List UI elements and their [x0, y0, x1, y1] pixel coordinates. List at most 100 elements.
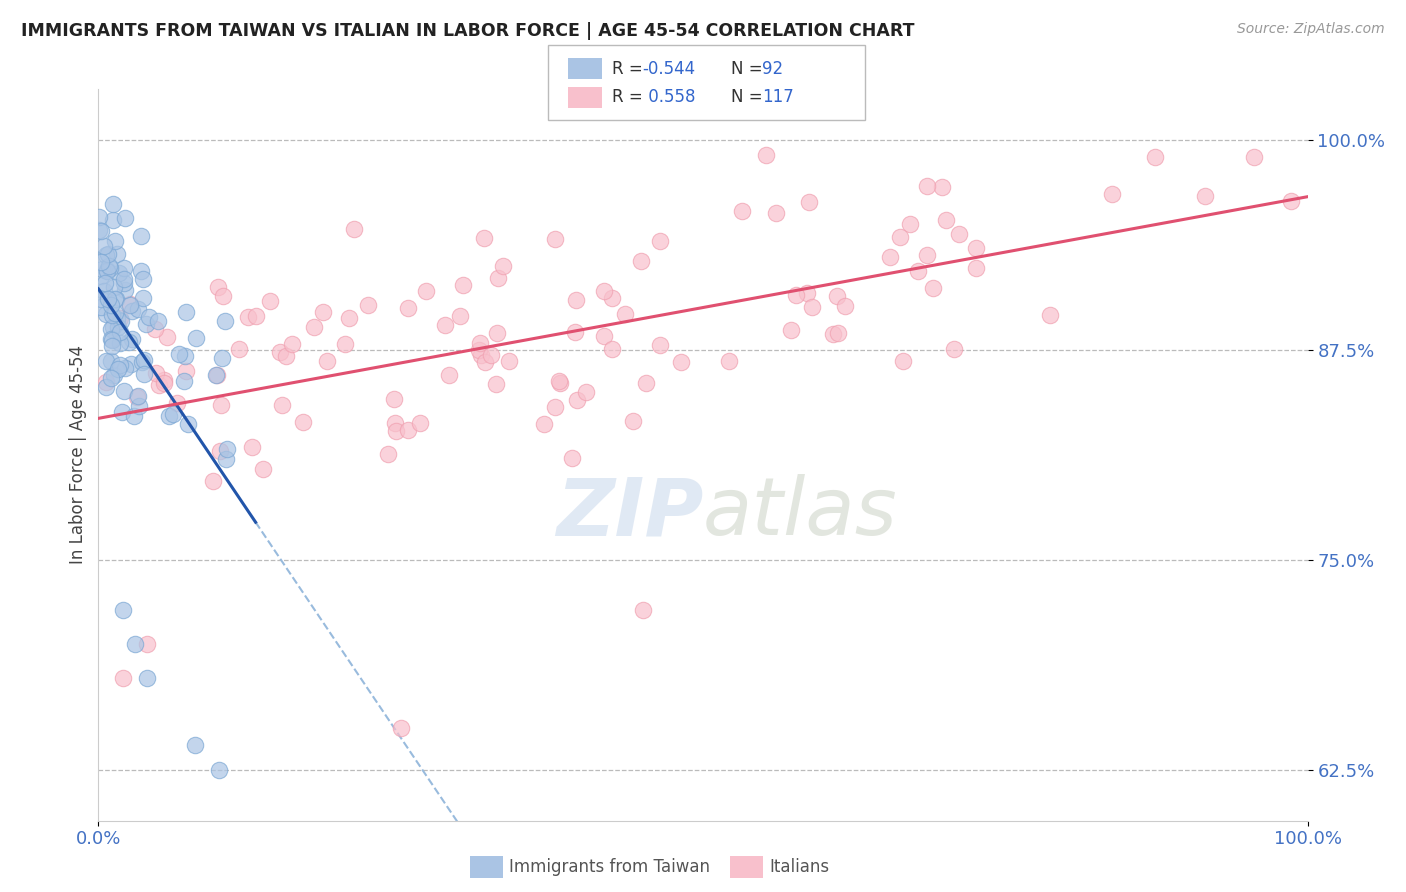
Point: [118, 335, 141, 350]
Point: [122, 409, 145, 424]
Point: [600, 291, 623, 305]
Point: [111, 603, 134, 617]
Point: [561, 451, 583, 466]
Point: [129, 229, 152, 244]
Point: [108, 310, 131, 325]
Point: [214, 451, 236, 466]
Point: [825, 288, 848, 302]
Text: 117: 117: [762, 88, 794, 106]
Text: IMMIGRANTS FROM TAIWAN VS ITALIAN IN LABOR FORCE | AGE 45-54 CORRELATION CHART: IMMIGRANTS FROM TAIWAN VS ITALIAN IN LAB…: [21, 22, 914, 40]
Point: [87, 223, 110, 237]
Point: [396, 423, 419, 437]
Point: [935, 212, 957, 227]
Point: [780, 323, 803, 337]
Point: [240, 440, 263, 454]
Point: [228, 342, 250, 356]
Point: [548, 376, 571, 390]
Point: [103, 368, 125, 383]
Point: [93, 239, 115, 253]
Text: Italians: Italians: [769, 858, 830, 876]
Point: [131, 291, 153, 305]
Point: [879, 250, 901, 264]
Point: [238, 310, 260, 324]
Point: [135, 317, 157, 331]
Point: [485, 377, 508, 392]
Point: [101, 339, 124, 353]
Point: [1243, 150, 1265, 164]
Text: ZIP: ZIP: [555, 475, 703, 552]
Point: [132, 272, 155, 286]
Point: [593, 285, 616, 299]
Point: [564, 293, 586, 307]
Point: [1194, 189, 1216, 203]
Point: [280, 336, 302, 351]
Point: [112, 272, 135, 286]
Point: [434, 318, 457, 332]
Text: R =: R =: [612, 88, 648, 106]
Point: [100, 371, 122, 385]
Point: [382, 392, 405, 406]
Point: [110, 336, 132, 351]
Point: [207, 280, 229, 294]
Point: [384, 424, 406, 438]
Point: [103, 196, 125, 211]
Point: [357, 298, 380, 312]
Point: [827, 326, 849, 340]
Point: [208, 444, 231, 458]
Point: [120, 297, 142, 311]
Point: [215, 442, 238, 456]
Point: [104, 234, 127, 248]
Point: [335, 336, 357, 351]
Point: [127, 390, 149, 404]
Point: [437, 368, 460, 382]
Point: [965, 241, 987, 255]
Y-axis label: In Labor Force | Age 45-54: In Labor Force | Age 45-54: [69, 345, 87, 565]
Point: [291, 415, 314, 429]
Point: [91, 262, 114, 277]
Point: [110, 326, 132, 340]
Point: [97, 292, 120, 306]
Point: [208, 763, 231, 777]
Point: [276, 349, 298, 363]
Point: [889, 230, 911, 244]
Point: [173, 374, 195, 388]
Text: N =: N =: [731, 88, 768, 106]
Point: [931, 180, 953, 194]
Point: [785, 287, 807, 301]
Point: [565, 393, 588, 408]
Point: [114, 211, 136, 225]
Point: [943, 342, 966, 356]
Point: [138, 310, 160, 324]
Point: [498, 354, 520, 368]
Point: [717, 353, 740, 368]
Point: [107, 362, 129, 376]
Point: [96, 354, 118, 368]
Point: [143, 321, 166, 335]
Point: [162, 407, 184, 421]
Point: [600, 342, 623, 356]
Point: [90, 224, 112, 238]
Point: [101, 320, 124, 334]
Point: [252, 462, 274, 476]
Point: [209, 397, 232, 411]
Point: [104, 292, 127, 306]
Point: [211, 351, 233, 366]
Text: 0.558: 0.558: [643, 88, 695, 106]
Point: [593, 329, 616, 343]
Point: [449, 309, 471, 323]
Point: [823, 326, 845, 341]
Point: [343, 222, 366, 236]
Point: [152, 373, 174, 387]
Point: [145, 366, 167, 380]
Point: [114, 284, 136, 298]
Point: [174, 305, 197, 319]
Point: [671, 355, 693, 369]
Point: [474, 355, 496, 369]
Text: 92: 92: [762, 60, 783, 78]
Point: [124, 637, 146, 651]
Point: [184, 738, 207, 752]
Point: [451, 278, 474, 293]
Point: [135, 637, 157, 651]
Point: [377, 447, 399, 461]
Point: [472, 231, 495, 245]
